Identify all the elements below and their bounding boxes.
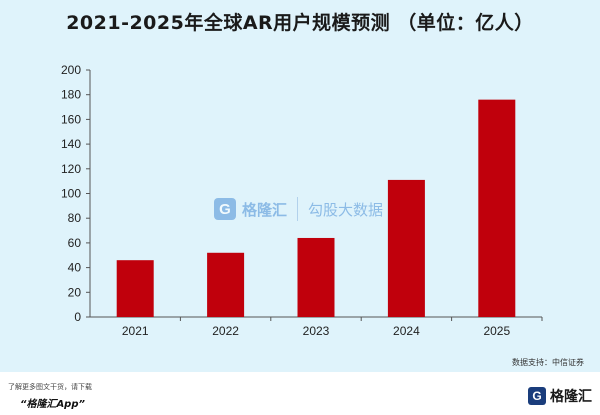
y-tick-label: 100 [61,187,81,201]
footer-promo-text: 了解更多图文干货，请下载 [8,383,92,391]
y-tick-label: 140 [61,137,81,151]
y-tick-label: 40 [68,261,82,275]
y-tick-label: 160 [61,112,81,126]
gelonghui-logo-icon: G [214,198,236,220]
y-tick-label: 120 [61,162,81,176]
watermark-brand: 格隆汇 [242,200,288,219]
y-tick-label: 180 [61,88,81,102]
footer-app-name: “格隆汇App” [20,399,85,410]
y-tick-label: 200 [61,63,81,77]
footer-logo-text: 格隆汇 [550,389,592,405]
y-tick-label: 80 [68,211,82,225]
watermark-partner: 勾股大数据 [308,200,384,219]
y-tick-label: 20 [68,285,82,299]
watermark: G 格隆汇 勾股大数据 [214,194,404,224]
chart-title: 2021-2025年全球AR用户规模预测 （单位：亿人） [66,12,534,34]
y-tick-label: 60 [68,236,82,250]
x-tick-label: 2023 [303,324,330,338]
bar [116,260,154,317]
bar [207,252,245,317]
footer-logo[interactable]: G 格隆汇 [528,384,592,408]
bar-chart: 0 20 40 60 80 100 120 140 160 180 200 2021 2022 2023 2… [61,63,543,338]
x-tick-label: 2025 [483,324,510,338]
bar [478,99,516,317]
bar [387,179,425,317]
data-source: 数据支持：中信证券 [512,358,584,367]
gelonghui-mark-icon: G [528,387,546,405]
chart-card: 2021-2025年全球AR用户规模预测 （单位：亿人） 0 20 40 60 80 10… [0,0,600,372]
watermark-divider [297,197,299,221]
x-tick-label: 2021 [122,324,149,338]
x-tick-label: 2022 [212,324,239,338]
x-tick-label: 2024 [393,324,420,338]
bar [297,237,335,317]
y-tick-label: 0 [74,310,81,324]
